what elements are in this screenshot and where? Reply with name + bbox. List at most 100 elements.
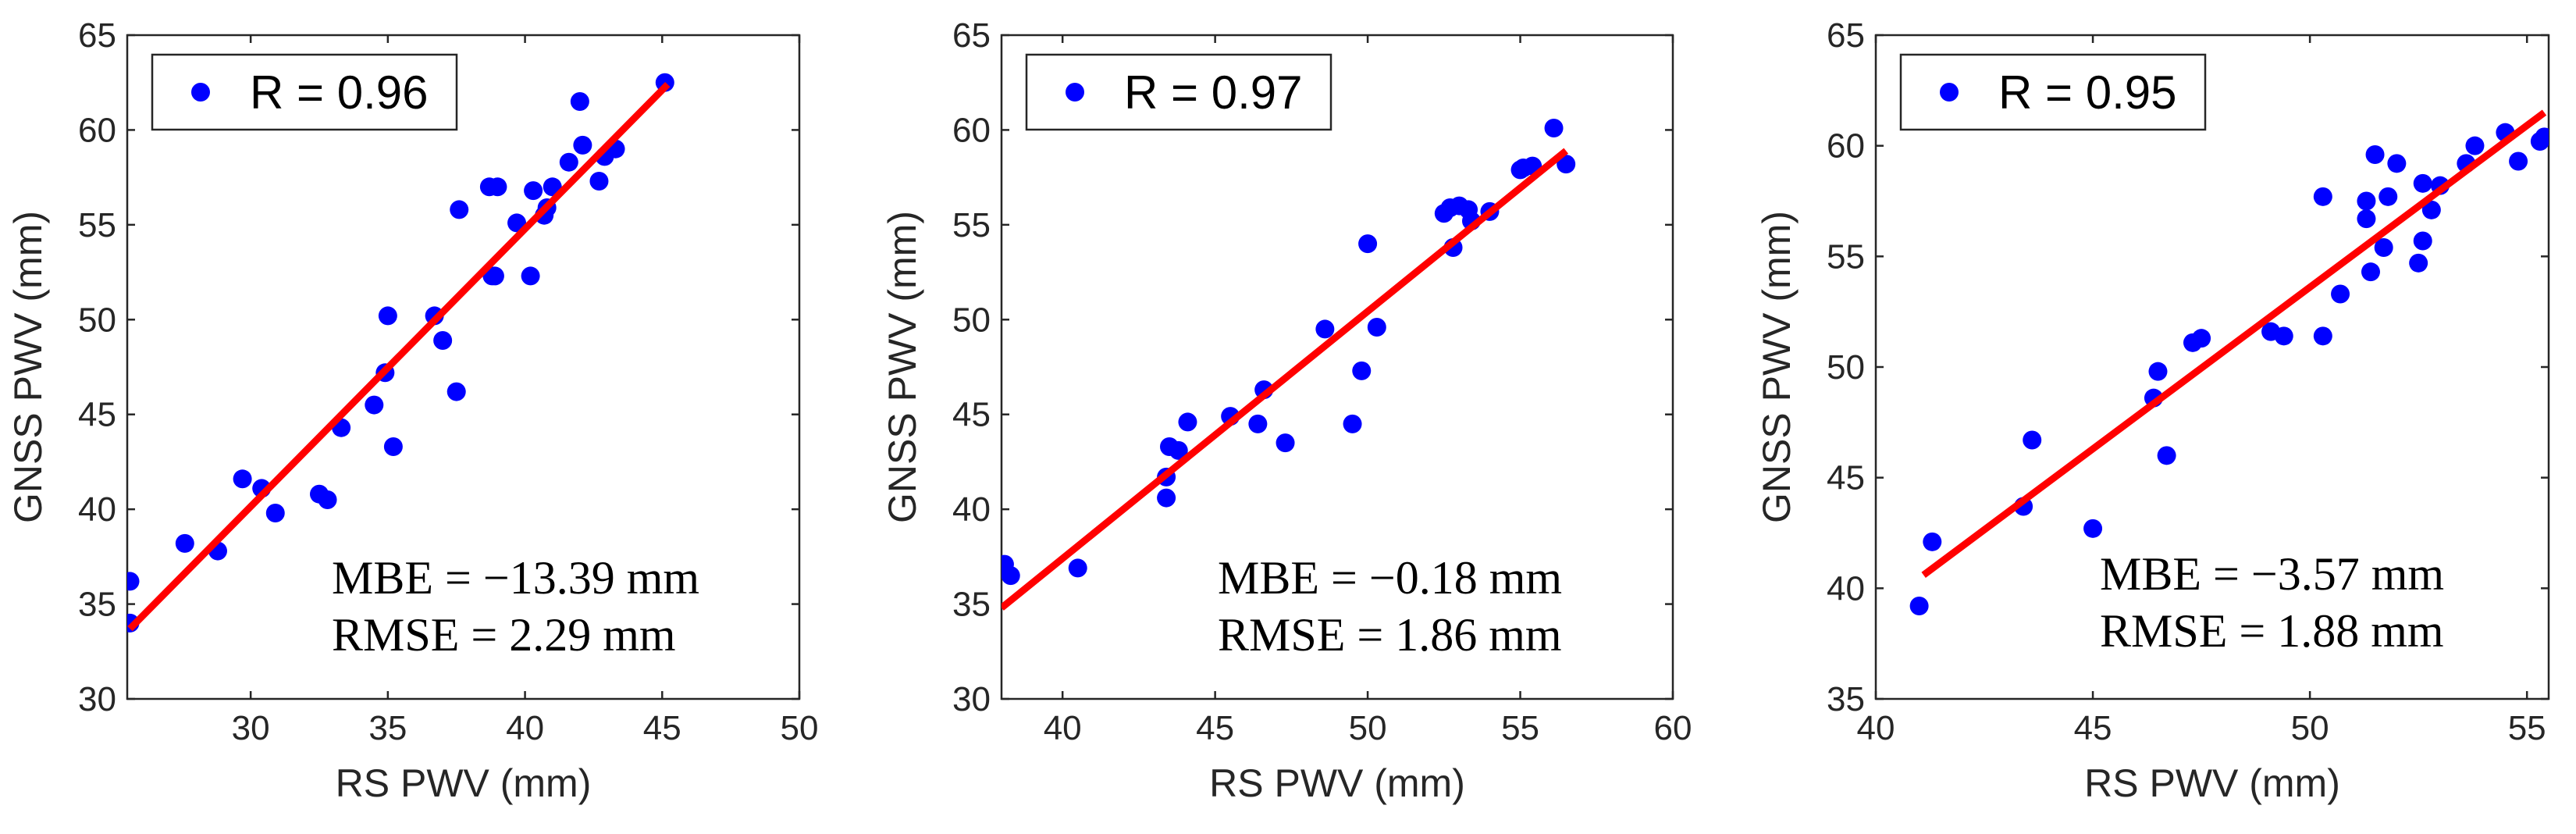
scatter-point <box>1178 412 1197 432</box>
y-tick-label: 40 <box>952 490 991 529</box>
scatter-point <box>378 306 397 326</box>
scatter-point <box>573 135 592 155</box>
plot-area <box>1000 34 1674 700</box>
scatter-point <box>447 382 466 401</box>
y-tick-label: 45 <box>952 396 991 434</box>
fit-line <box>1921 109 2547 578</box>
scatter-point <box>1276 433 1295 453</box>
rmse-annotation: RMSE = 1.88 mm <box>2100 605 2444 657</box>
y-axis-label: GNSS PWV (mm) <box>1755 211 1799 523</box>
scatter-point <box>2148 362 2168 381</box>
scatter-point <box>1315 319 1335 339</box>
scatter-point <box>570 92 589 111</box>
y-tick-label: 55 <box>952 206 991 244</box>
scatter-point <box>2313 326 2332 346</box>
y-tick-label: 60 <box>1827 127 1865 166</box>
scatter-point <box>1002 566 1020 586</box>
legend-label: R = 0.95 <box>1998 66 2177 119</box>
scatter-point <box>2509 151 2528 171</box>
scatter-point <box>1157 488 1176 508</box>
mbe-annotation: MBE = −0.18 mm <box>1218 552 1562 604</box>
x-tick-label: 50 <box>1349 709 1387 747</box>
y-axis-label: GNSS PWV (mm) <box>6 211 50 523</box>
scatter-point <box>2413 173 2432 193</box>
scatter-point <box>1343 414 1362 433</box>
x-tick-label: 55 <box>1501 709 1539 747</box>
scatter-point <box>2465 136 2485 155</box>
scatter-point <box>450 200 469 219</box>
x-axis-label: RS PWV (mm) <box>1209 761 1465 805</box>
scatter-point <box>2083 519 2103 538</box>
x-tick-label: 55 <box>2508 709 2546 747</box>
fit-line <box>1002 148 1569 611</box>
scatter-point <box>2387 154 2407 173</box>
scatter-point <box>2379 187 2398 206</box>
scatter-point <box>1248 414 1268 433</box>
scatter-point <box>524 181 543 201</box>
x-tick-label: 30 <box>232 709 270 747</box>
scatter-point <box>559 152 578 172</box>
x-tick-label: 40 <box>506 709 544 747</box>
x-tick-label: 40 <box>1857 709 1895 747</box>
scatter-point <box>2365 145 2385 164</box>
scatter-point <box>2357 191 2376 211</box>
data-layer <box>1002 119 1576 611</box>
y-tick-label: 65 <box>78 16 116 55</box>
y-tick-label: 60 <box>78 111 116 149</box>
y-tick-label: 30 <box>78 680 116 718</box>
scatter-point <box>383 437 403 456</box>
y-tick-label: 55 <box>78 206 116 244</box>
scatter-point <box>1068 558 1087 578</box>
scatter-point <box>488 177 507 197</box>
scatter-point <box>1909 597 1929 615</box>
legend: R = 0.97 <box>1025 53 1332 131</box>
y-tick-label: 35 <box>78 586 116 624</box>
y-tick-label: 40 <box>78 490 116 529</box>
x-tick-label: 60 <box>1654 709 1692 747</box>
rmse-annotation: RMSE = 1.86 mm <box>1218 609 1562 661</box>
legend: R = 0.95 <box>1899 53 2207 131</box>
fit-line <box>127 81 671 632</box>
scatter-point <box>485 266 504 286</box>
legend-label: R = 0.96 <box>250 66 429 119</box>
y-tick-label: 60 <box>952 111 991 149</box>
plot-area <box>126 34 801 700</box>
x-tick-label: 45 <box>1196 709 1234 747</box>
scatter-point <box>2313 187 2332 206</box>
data-layer <box>1909 109 2549 615</box>
scatter-point <box>2274 326 2293 346</box>
legend-label: R = 0.97 <box>1124 66 1303 119</box>
y-tick-label: 65 <box>1827 16 1865 55</box>
y-tick-label: 50 <box>1827 348 1865 387</box>
scatter-point <box>589 172 609 191</box>
legend-marker <box>1940 83 1959 102</box>
plot-area <box>1874 34 2550 700</box>
scatter-point <box>1367 318 1386 337</box>
y-tick-label: 35 <box>1827 680 1865 718</box>
y-tick-label: 55 <box>1827 237 1865 276</box>
scatter-point <box>2413 231 2432 251</box>
scatter-point <box>1557 155 1576 174</box>
scatter-point <box>318 490 337 509</box>
scatter-point <box>2421 200 2441 219</box>
x-axis-label: RS PWV (mm) <box>2084 761 2340 805</box>
scatter-point <box>2357 209 2376 229</box>
x-tick-label: 50 <box>781 709 819 747</box>
scatter-point <box>2157 446 2176 465</box>
scatter-point <box>233 469 252 489</box>
scatter-point <box>1352 361 1372 380</box>
scatter-point <box>433 331 453 350</box>
x-axis-label: RS PWV (mm) <box>336 761 592 805</box>
scatter-point <box>2374 238 2393 257</box>
scatter-point <box>1923 532 1942 551</box>
legend-marker <box>191 83 210 102</box>
y-tick-label: 45 <box>1827 459 1865 497</box>
scatter-point <box>1544 119 1564 137</box>
scatter-point <box>2361 262 2380 282</box>
y-tick-label: 50 <box>78 301 116 339</box>
legend-marker <box>1066 83 1084 102</box>
y-tick-label: 40 <box>1827 569 1865 608</box>
y-axis-label: GNSS PWV (mm) <box>881 211 924 523</box>
